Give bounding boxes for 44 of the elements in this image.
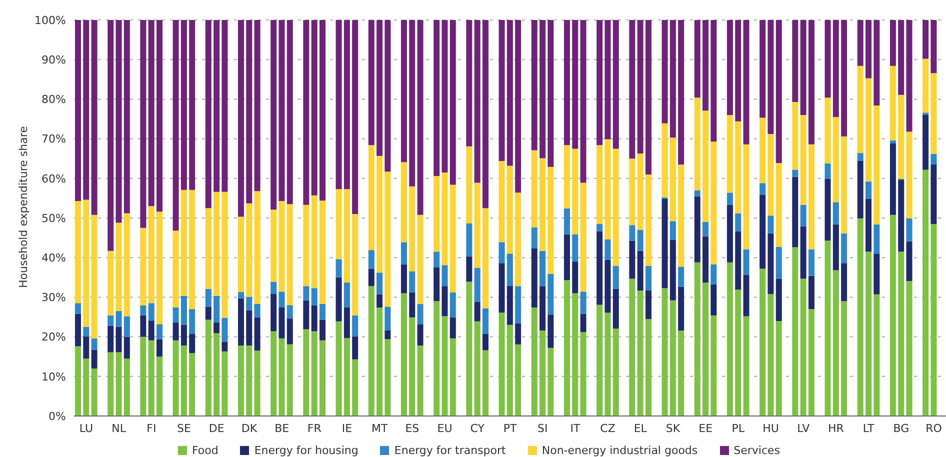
x-tick-label: EU [437, 422, 452, 435]
x-tick-label: EL [634, 422, 648, 435]
legend-label: Non-energy industrial goods [542, 444, 698, 457]
x-tick-label: PT [503, 422, 517, 435]
x-tick-label: IE [342, 422, 352, 435]
x-tick-label: FR [307, 422, 322, 435]
x-tick-label: SI [537, 422, 548, 435]
x-tick-label: ES [405, 422, 420, 435]
x-tick-label: HU [762, 422, 779, 435]
y-tick-label: 70% [42, 132, 66, 146]
x-tick-label: HR [828, 422, 844, 435]
x-tick-label: NL [112, 422, 127, 435]
x-tick-label: BE [274, 422, 290, 435]
x-tick-label: MT [372, 422, 388, 435]
x-tick-label: PL [732, 422, 746, 435]
y-tick-label: 60% [42, 172, 66, 186]
legend-label: Services [734, 444, 780, 457]
x-tick-label: DE [208, 422, 224, 435]
x-tick-label: FI [146, 422, 156, 435]
x-tick-label: EE [698, 422, 713, 435]
x-tick-label: LV [797, 422, 810, 435]
y-axis-title: Household expenditure share [16, 126, 30, 288]
x-tick-label: LU [79, 422, 94, 435]
x-tick-label: SK [666, 422, 681, 435]
x-tick-label: SE [177, 422, 192, 435]
legend-label: Energy for transport [394, 444, 506, 457]
x-tick-label: DK [241, 422, 258, 435]
y-tick-label: 50% [42, 212, 66, 225]
y-tick-label: 40% [42, 252, 66, 265]
y-tick-label: 20% [42, 330, 66, 344]
y-tick-label: 90% [42, 54, 66, 67]
y-tick-label: 30% [42, 291, 66, 304]
x-tick-label: IT [570, 422, 580, 435]
x-tick-label: RO [926, 422, 942, 435]
legend-label: Energy for housing [254, 444, 358, 457]
legend-label: Food [192, 444, 218, 457]
x-tick-label: CY [470, 422, 485, 435]
x-tick-label: CZ [600, 422, 616, 435]
x-tick-label: BG [893, 422, 910, 435]
x-tick-label: LT [862, 422, 875, 435]
y-tick-label: 80% [42, 93, 66, 106]
y-tick-label: 100% [34, 14, 66, 27]
y-tick-label: 10% [42, 370, 66, 384]
y-tick-label: 0% [48, 410, 66, 423]
